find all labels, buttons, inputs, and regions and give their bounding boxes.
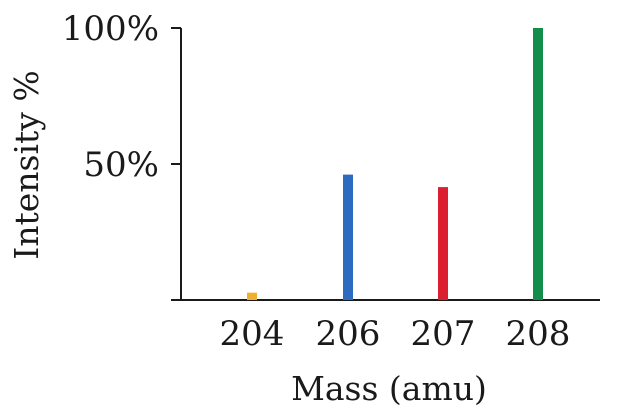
x-tick-label-204: 204 — [220, 314, 285, 354]
y-axis-title: Intensity % — [7, 70, 46, 260]
y-tick-label-50: 50% — [83, 145, 159, 185]
y-axis-ticks: 50% 100% — [62, 9, 181, 185]
x-tick-label-208: 208 — [506, 314, 571, 354]
x-tick-label-207: 207 — [411, 314, 476, 354]
y-tick-label-100: 100% — [62, 9, 159, 49]
bar-series — [247, 28, 543, 300]
bar-204 — [247, 292, 257, 300]
bar-208 — [533, 28, 543, 300]
x-axis-title: Mass (amu) — [291, 369, 487, 408]
bar-207 — [438, 187, 448, 300]
plot-area: 50% 100% 204 206 207 208 — [62, 9, 600, 354]
bar-206 — [343, 174, 353, 300]
x-tick-label-206: 206 — [316, 314, 381, 354]
x-axis-ticks: 204 206 207 208 — [220, 314, 571, 354]
